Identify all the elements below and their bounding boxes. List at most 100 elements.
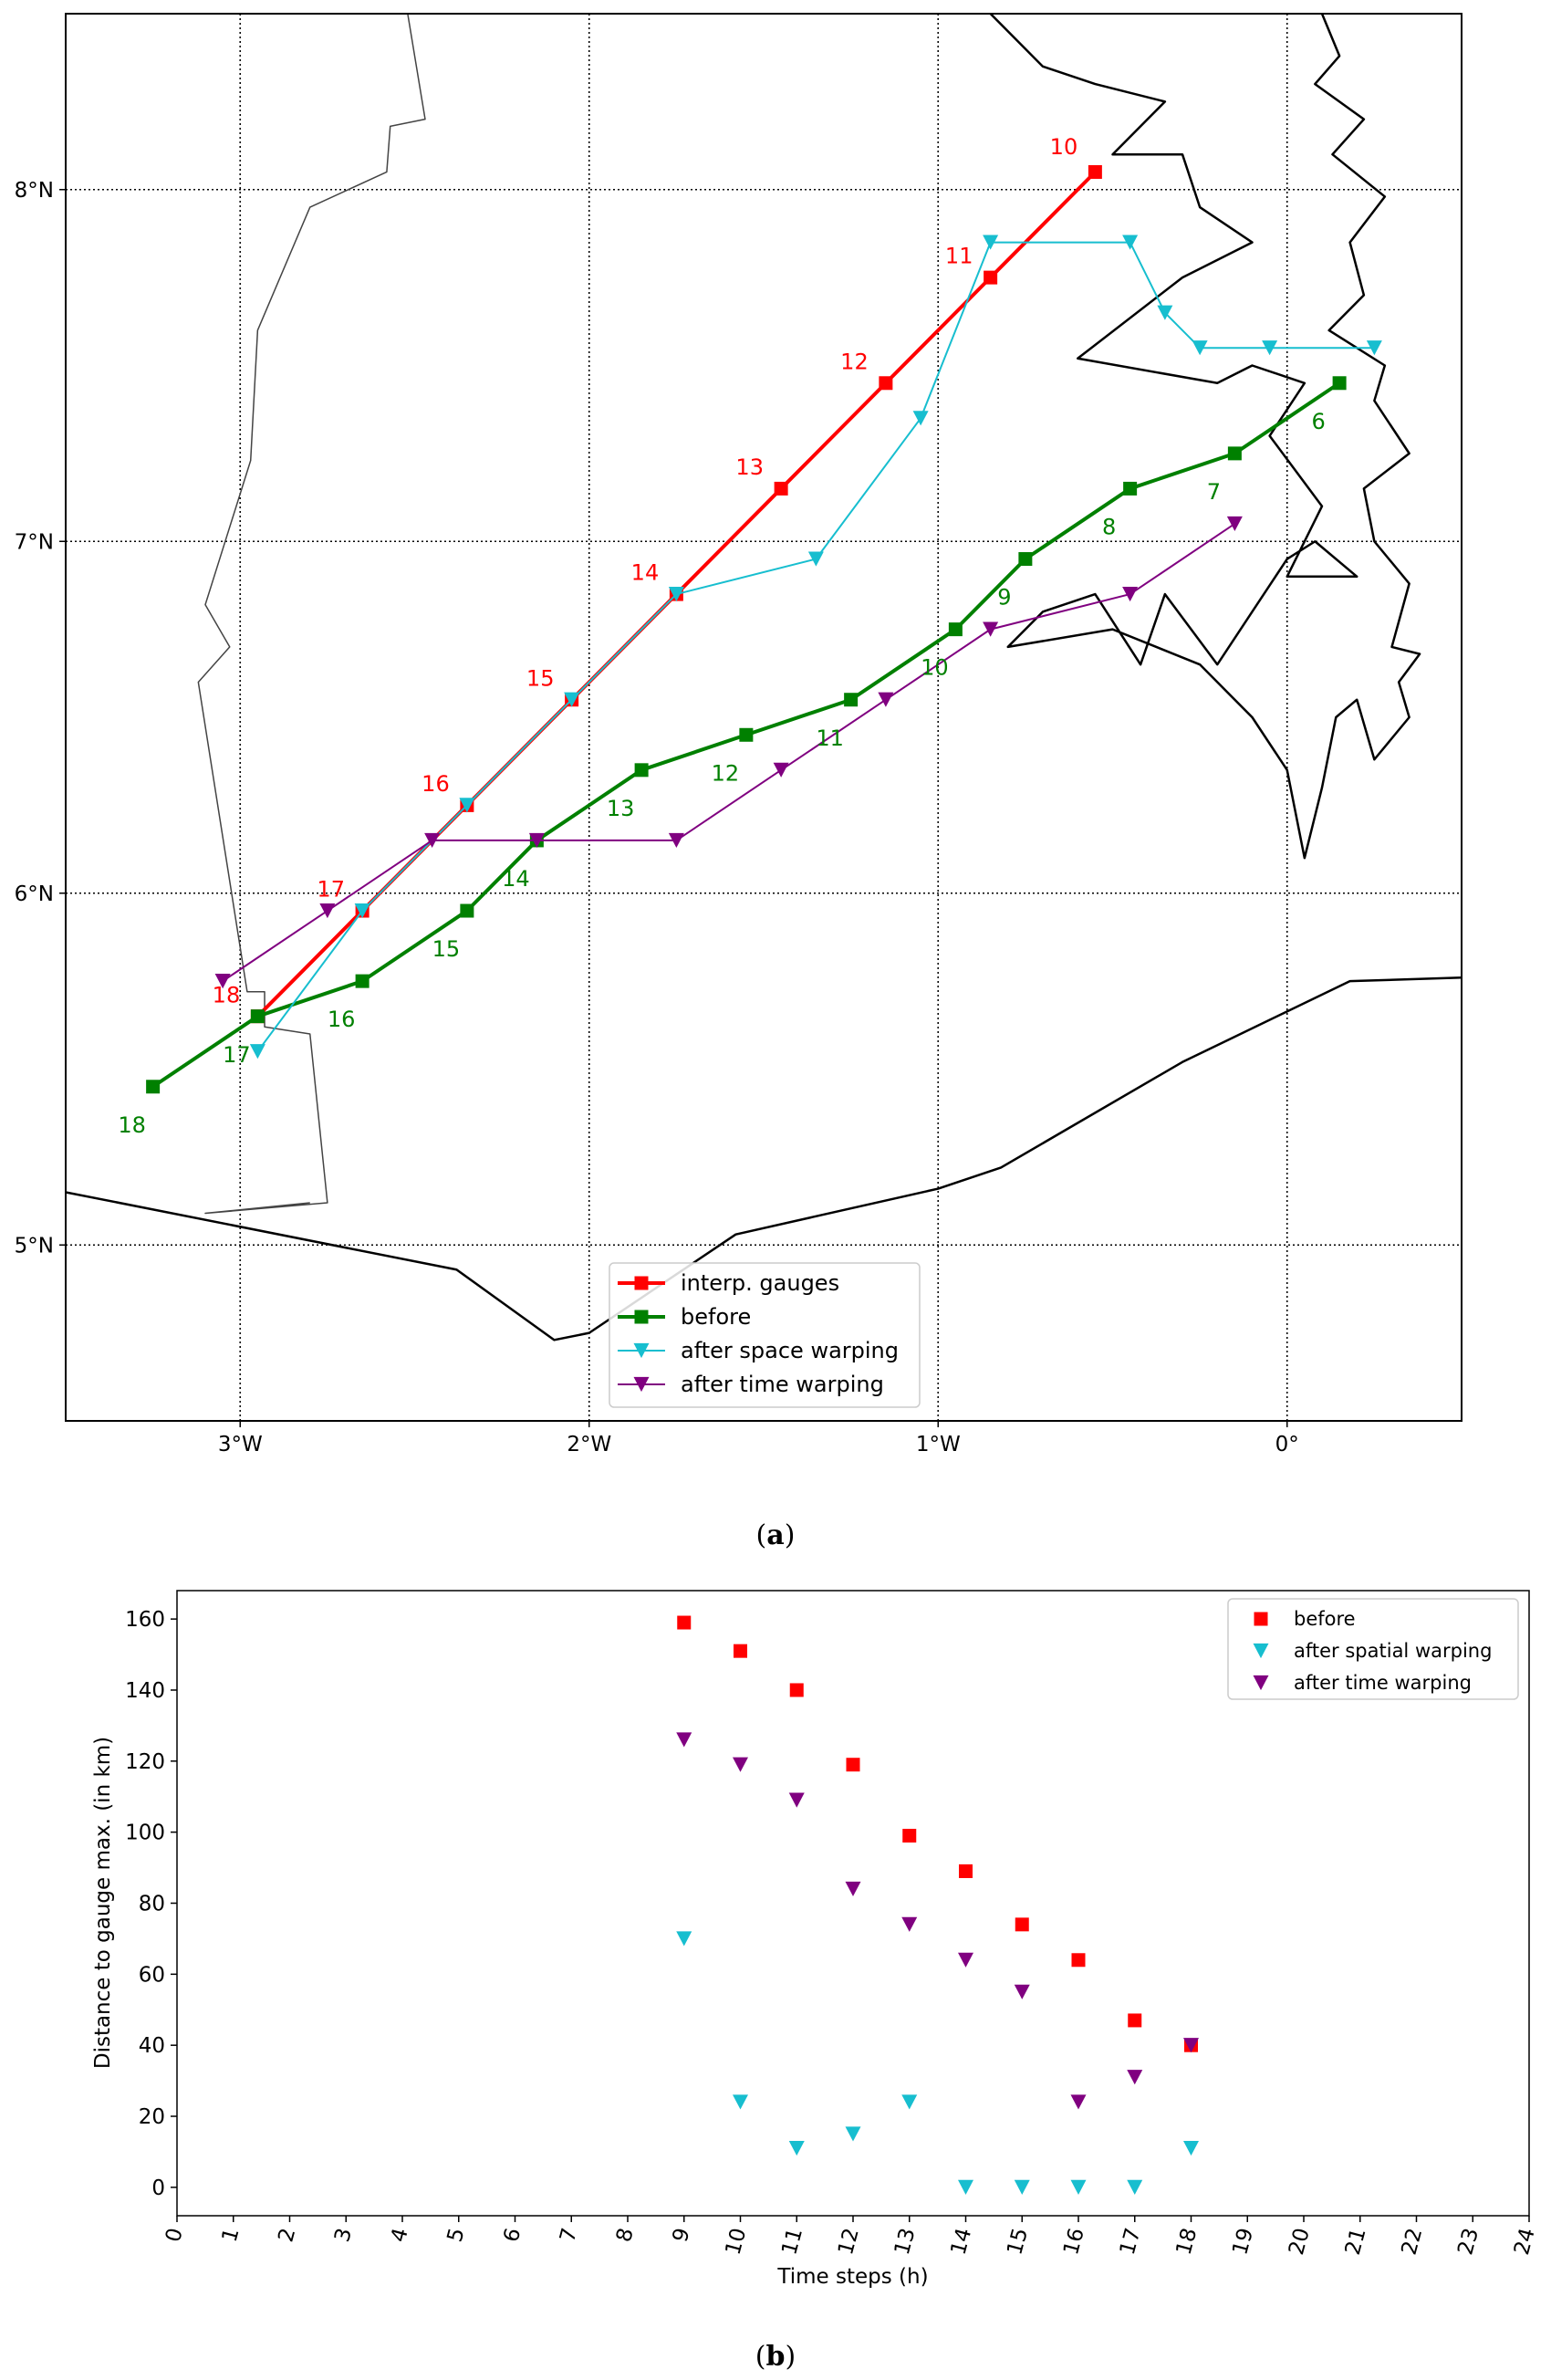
annotation-12: 12 — [840, 349, 869, 374]
point-after-time-warping — [901, 1916, 918, 1932]
point-before — [460, 903, 474, 918]
y-tick-label: 160 — [125, 1608, 165, 1632]
point-before — [1071, 1953, 1086, 1968]
point-after-space-warping — [1192, 340, 1208, 356]
point-after-time-warping — [319, 903, 336, 919]
point-after-time-warping — [983, 621, 999, 637]
panel-a-series — [146, 164, 1382, 1094]
x-tick-label: 3°W — [218, 1433, 263, 1456]
point-before — [1123, 481, 1138, 496]
point-before — [677, 1615, 692, 1630]
x-tick-label: 20 — [1285, 2226, 1315, 2258]
point-before — [634, 763, 649, 778]
point-after-time-warping — [1070, 2094, 1087, 2110]
legend-label-after-space-warping: after space warping — [681, 1338, 899, 1363]
point-after-spatial-warping — [1070, 2179, 1087, 2195]
point-after-spatial-warping — [845, 2126, 861, 2142]
annotation-7: 7 — [1207, 479, 1221, 505]
point-before — [1015, 1917, 1029, 1932]
point-before — [1332, 376, 1347, 391]
x-tick-label: 10 — [722, 2226, 752, 2258]
legend-label-after-time-warping: after time warping — [1294, 1672, 1472, 1694]
annotation-10: 10 — [921, 655, 949, 681]
panel-b-y-ticks: 0 20 40 60 80 100 120 140 160 — [125, 1608, 177, 2200]
y-tick-label: 120 — [125, 1750, 165, 1774]
point-after-time-warping — [1127, 2070, 1143, 2085]
point-after-space-warping — [564, 692, 580, 707]
x-tick-label: 13 — [890, 2226, 921, 2258]
legend-label-before: before — [1294, 1608, 1356, 1630]
x-tick-label: 7 — [556, 2226, 582, 2245]
legend-marker-interp-gauges — [634, 1276, 649, 1290]
caption-a: (a) — [756, 1519, 796, 1551]
y-tick-label: 40 — [139, 2034, 165, 2058]
x-tick-label: 9 — [669, 2226, 695, 2245]
panel-a-annotations: 10 11 12 13 14 15 16 17 18 6 7 8 9 10 11 12 13 14 15 16 17 18 — [118, 134, 1325, 1138]
legend-box — [1227, 1598, 1519, 1700]
series-after-spatial-warping — [676, 1931, 1199, 2195]
coastline — [66, 976, 1462, 1341]
point-after-time-warping — [1014, 1984, 1030, 1999]
legend-box — [609, 1262, 921, 1408]
point-after-time-warping — [788, 1792, 805, 1808]
legend-label-after-time-warping: after time warping — [681, 1372, 884, 1397]
point-after-spatial-warping — [788, 2140, 805, 2156]
annotation-10: 10 — [1050, 134, 1078, 160]
x-tick-label: 19 — [1228, 2226, 1258, 2258]
x-tick-label: 5 — [443, 2226, 470, 2245]
panel-b-scatter-chart: 0 1 2 3 4 5 6 7 8 9 10 11 12 13 14 15 16 17 18 19 20 21 22 23 24… — [91, 1590, 1540, 2289]
point-after-space-warping — [1122, 235, 1139, 250]
point-after-space-warping — [668, 587, 684, 602]
series-after-time-warping — [676, 1732, 1199, 2110]
point-before — [959, 1863, 973, 1878]
point-after-spatial-warping — [1014, 2179, 1030, 2195]
y-tick-label: 5°N — [15, 1234, 54, 1258]
series-after-space-warping — [249, 235, 1382, 1060]
point-before — [146, 1080, 161, 1094]
point-before — [902, 1829, 917, 1843]
point-after-time-warping — [773, 762, 789, 778]
x-tick-label: 23 — [1453, 2226, 1483, 2258]
point-before — [739, 727, 754, 742]
point-before — [1128, 2013, 1142, 2028]
y-tick-label: 7°N — [15, 530, 54, 554]
x-tick-label: 22 — [1398, 2226, 1428, 2258]
panel-b-x-axis-label: Time steps (h) — [776, 2265, 928, 2289]
point-before — [846, 1758, 860, 1772]
western-border — [197, 14, 426, 1215]
annotation-15: 15 — [432, 936, 461, 962]
x-tick-label: 18 — [1172, 2226, 1202, 2258]
eastern-border — [989, 14, 1421, 860]
y-tick-label: 20 — [139, 2105, 165, 2129]
series-after-time-warping — [214, 516, 1243, 989]
point-after-space-warping — [1366, 340, 1382, 356]
y-tick-label: 140 — [125, 1679, 165, 1703]
annotation-18: 18 — [213, 982, 241, 1007]
x-tick-label: 8 — [612, 2226, 639, 2245]
panel-b-x-ticks: 0 1 2 3 4 5 6 7 8 9 10 11 12 13 14 15 16 17 18 19 20 21 22 23 24 — [161, 2216, 1540, 2258]
panel-b-series — [676, 1615, 1199, 2195]
point-before — [1018, 552, 1033, 567]
x-tick-label: 21 — [1341, 2226, 1371, 2258]
point-before — [250, 1009, 265, 1024]
point-after-space-warping — [1157, 305, 1173, 320]
legend-label-before: before — [681, 1304, 751, 1330]
panel-b-legend: before after spatial warping after time wa… — [1227, 1598, 1519, 1700]
point-interp-gauges — [1088, 164, 1102, 179]
x-tick-label: 12 — [834, 2226, 864, 2258]
point-after-time-warping — [676, 1732, 692, 1748]
x-tick-label: 15 — [1003, 2226, 1033, 2258]
point-after-space-warping — [1262, 340, 1278, 356]
x-tick-label: 3 — [330, 2226, 357, 2245]
panel-a-map-lines — [66, 14, 1462, 1341]
panel-a-legend: interp. gauges before after space warping a… — [609, 1262, 921, 1408]
line-after-time-warping — [222, 523, 1235, 982]
legend-marker-after-space-warping — [633, 1342, 650, 1359]
panel-a-x-ticks: 3°W 2°W 1°W 0° — [218, 1421, 1299, 1456]
x-tick-label: 2 — [274, 2226, 300, 2245]
panel-a-frame — [65, 13, 1463, 1422]
point-before — [948, 622, 963, 637]
point-after-spatial-warping — [733, 2094, 748, 2110]
point-after-spatial-warping — [1127, 2179, 1143, 2195]
annotation-17: 17 — [317, 877, 345, 903]
